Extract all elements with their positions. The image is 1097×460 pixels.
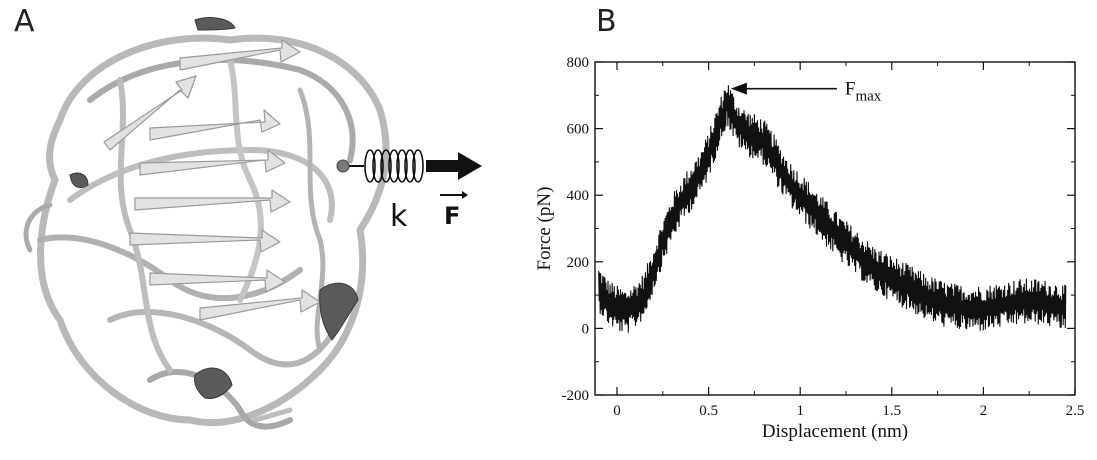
x-tick-label: 2 xyxy=(980,403,988,419)
protein-structure-figure: k F xyxy=(23,17,482,430)
fmax-label-subscript: max xyxy=(855,89,881,105)
protein-ribbon-illustration xyxy=(23,17,390,430)
panel-a-label: A xyxy=(14,4,35,39)
panel-b-label: B xyxy=(596,4,617,39)
y-tick-label: 400 xyxy=(567,188,590,204)
x-axis-title: Displacement (nm) xyxy=(762,421,908,442)
y-tick-label: -200 xyxy=(562,388,590,404)
fmax-label: Fmax xyxy=(845,79,882,105)
chart-series xyxy=(598,85,1067,333)
fmax-arrow-head xyxy=(730,82,747,95)
x-tick-label: 0 xyxy=(613,403,621,419)
y-tick-label: 200 xyxy=(567,255,590,271)
fmax-label-main: F xyxy=(845,79,856,100)
x-tick-label: 2.5 xyxy=(1066,403,1085,419)
x-tick-label: 1 xyxy=(796,403,804,419)
fmax-annotation: Fmax xyxy=(730,79,882,105)
y-tick-label: 600 xyxy=(567,122,590,138)
x-tick-label: 0.5 xyxy=(699,403,718,419)
spring-icon xyxy=(336,149,424,183)
y-tick-label: 0 xyxy=(582,321,590,337)
force-vector-label: F xyxy=(440,191,468,230)
y-tick-label: 800 xyxy=(567,55,590,71)
force-arrow-icon xyxy=(426,152,482,180)
force-label-text: F xyxy=(444,202,460,230)
x-tick-label: 1.5 xyxy=(882,403,901,419)
y-axis-title: Force (pN) xyxy=(534,187,555,271)
spring-constant-label: k xyxy=(390,199,408,234)
force-trace-line xyxy=(598,85,1067,333)
chart-ticks: 0 0.5 1 1.5 2 2.5 -200 0 200 400 600 800 xyxy=(562,55,1085,419)
